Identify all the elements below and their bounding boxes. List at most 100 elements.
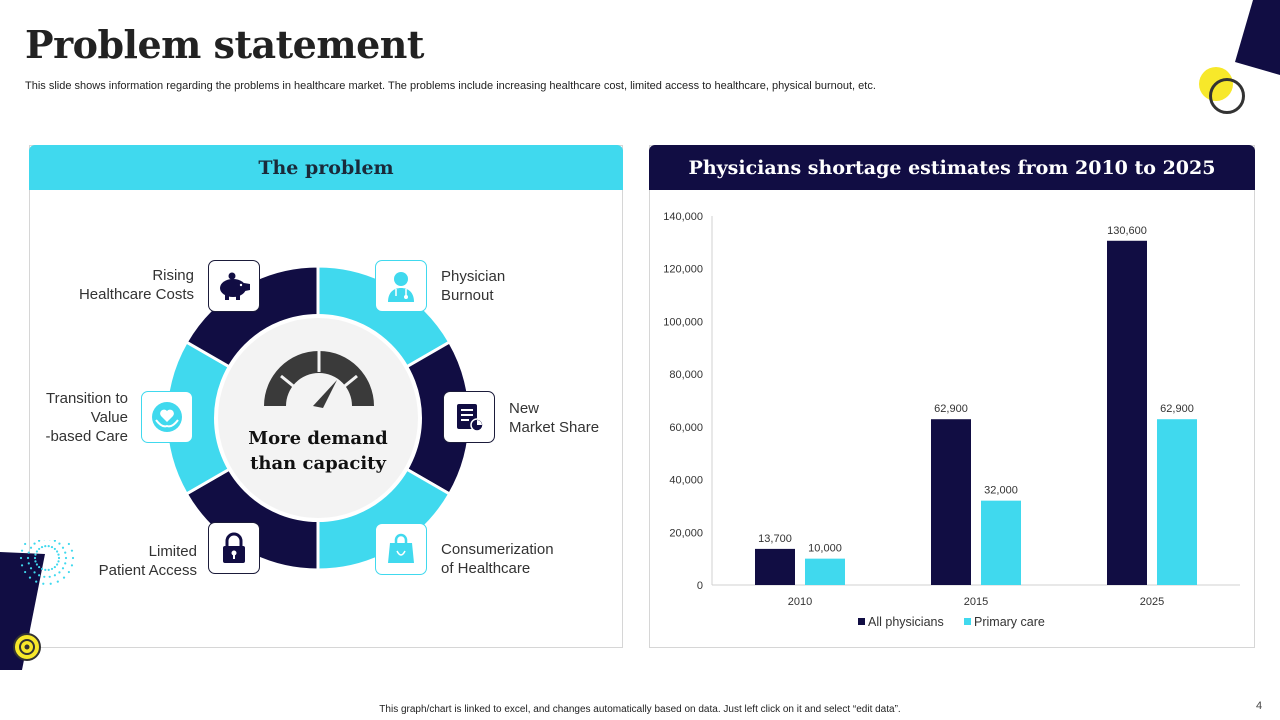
sunburst-dot [33, 556, 37, 560]
sunburst-dot [64, 562, 67, 565]
page-subtitle: This slide shows information regarding t… [25, 80, 876, 92]
sunburst-dot [62, 576, 66, 579]
sunburst-dot [48, 575, 51, 578]
sunburst-dot [20, 564, 24, 567]
y-tick-label: 40,000 [669, 475, 703, 487]
label-line: Physician [441, 268, 506, 285]
sunburst-dot [27, 551, 30, 554]
legend-swatch [858, 618, 865, 625]
label-line: Burnout [441, 287, 494, 304]
sunburst-dot [50, 545, 54, 549]
sunburst-dot [26, 556, 30, 560]
sunburst-dot [70, 564, 74, 567]
label-consumerization: Consumerization of Healthcare [441, 540, 554, 578]
sunburst-dot [44, 545, 47, 548]
label-line: of Healthcare [441, 560, 531, 577]
bar-all-physicians [1107, 240, 1147, 586]
sunburst-dot [38, 547, 41, 551]
sunburst-dot [53, 540, 56, 542]
center-text-line1: More demand [248, 428, 388, 449]
label-rising-healthcare-costs: Rising Healthcare Costs [40, 266, 194, 304]
label-line: Healthcare Costs [78, 286, 194, 303]
sunburst-dot [24, 542, 27, 546]
data-label: 130,600 [1107, 225, 1147, 237]
page-number: 4 [1256, 700, 1263, 712]
label-line: Consumerization [441, 541, 554, 558]
sunburst-dot [55, 550, 59, 553]
legend-label: Primary care [974, 615, 1045, 629]
legend-label: All physicians [868, 615, 944, 629]
x-tick-label: 2015 [964, 596, 988, 608]
data-label: 32,000 [984, 485, 1018, 497]
sunburst-dot [67, 570, 70, 574]
heart-hands-icon [152, 402, 182, 432]
bar-all-physicians [931, 419, 971, 585]
sunburst-dot [43, 575, 46, 578]
sunburst-dot [49, 582, 52, 585]
sunburst-dot [40, 545, 44, 549]
bar-primary-care [981, 500, 1021, 585]
label-line: New [509, 400, 540, 417]
sunburst-dot [38, 540, 41, 542]
legend-swatch [964, 618, 971, 625]
label-limited-patient-access: Limited Patient Access [40, 542, 197, 580]
y-tick-label: 80,000 [669, 369, 703, 381]
page-title: Problem statement [25, 22, 424, 67]
sunburst-dot [29, 567, 33, 570]
sunburst-dot [34, 560, 37, 563]
sunburst-dot [33, 542, 36, 545]
label-physician-burnout: Physician Burnout [441, 267, 505, 305]
y-tick-label: 0 [697, 580, 703, 592]
sunburst-dot [47, 568, 50, 571]
bar-primary-care [1157, 419, 1197, 585]
y-tick-label: 20,000 [669, 527, 703, 539]
sunburst-dot [64, 551, 67, 554]
label-line: Market Share [509, 419, 600, 436]
label-line: -based Care [45, 428, 128, 445]
sunburst-dot [38, 565, 41, 569]
sunburst-dot [57, 556, 61, 560]
lock-icon-box [208, 522, 260, 574]
piggy-bank-icon [220, 272, 250, 300]
y-tick-label: 60,000 [669, 422, 703, 434]
label-line: Transition to [46, 390, 128, 407]
data-label: 10,000 [808, 543, 842, 555]
sunburst-dot [47, 545, 50, 548]
bar-primary-care [805, 558, 845, 585]
sunburst-dot [61, 546, 65, 549]
label-line: Patient Access [98, 562, 197, 579]
shopping-bag-icon-box [375, 523, 427, 575]
speedometer-icon [264, 351, 374, 408]
sunburst-dot [28, 576, 32, 579]
doctor-icon [388, 272, 414, 302]
wheel-center-circle [214, 314, 422, 522]
wheel-center-text: More demand than capacity [232, 426, 404, 476]
bar-chart: 0 20,000 40,000 60,000 80,000 100,000 120,000 1… [663, 211, 1240, 629]
center-text-line2: than capacity [250, 453, 386, 474]
document-chart-icon [457, 404, 484, 432]
sunburst-dot [61, 567, 65, 570]
sunburst-decoration [19, 540, 75, 585]
sunburst-dot [50, 567, 54, 571]
label-value-based-care: Transition to Value -based Care [30, 389, 128, 446]
bar-all-physicians [755, 548, 795, 585]
sunburst-dot [35, 550, 39, 553]
sunburst-dot [29, 546, 33, 549]
label-line: Value [90, 409, 128, 426]
sunburst-dot [27, 562, 30, 565]
sunburst-dot [33, 571, 36, 574]
sunburst-dot [34, 553, 37, 556]
sunburst-dot [58, 571, 61, 574]
sunburst-dot [24, 570, 27, 574]
sunburst-dot [44, 568, 47, 571]
sunburst-dot [20, 549, 24, 552]
document-chart-icon-box [443, 391, 495, 443]
sunburst-dot [40, 567, 44, 571]
sunburst-dot [38, 574, 41, 577]
sunburst-dot [70, 549, 74, 552]
sunburst-dot [56, 580, 59, 583]
sunburst-dot [58, 542, 61, 545]
sunburst-dot [67, 542, 70, 546]
chart-title: Physicians shortage estimates from 2010 … [649, 145, 1255, 190]
